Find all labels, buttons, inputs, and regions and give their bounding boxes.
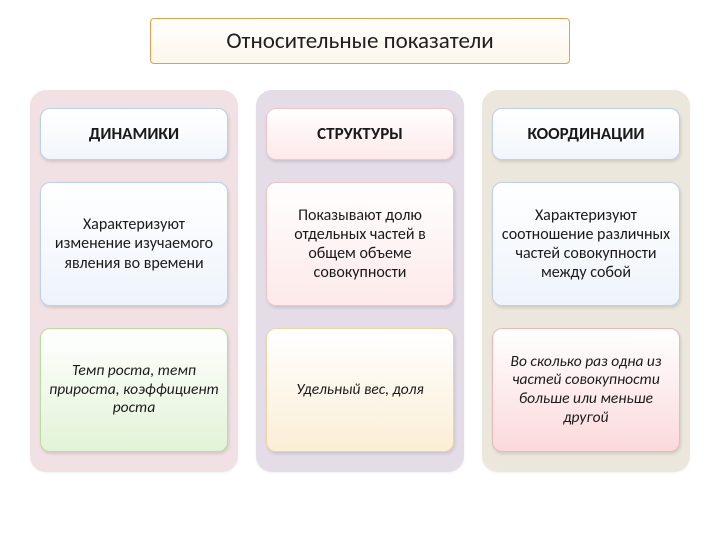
example-structure: Удельный вес, доля xyxy=(266,328,454,452)
column-structure: СТРУКТУРЫ Показывают долю отдельных част… xyxy=(256,90,464,472)
header-coordination: КООРДИНАЦИИ xyxy=(492,108,680,160)
header-dynamics: ДИНАМИКИ xyxy=(40,108,228,160)
desc-structure: Показывают долю отдельных частей в общем… xyxy=(266,182,454,306)
desc-coordination: Характеризуют соотношение различных част… xyxy=(492,182,680,306)
page-title: Относительные показатели xyxy=(150,18,570,64)
example-coordination: Во сколько раз одна из частей совокупнос… xyxy=(492,328,680,452)
column-dynamics: ДИНАМИКИ Характеризуют изменение изучаем… xyxy=(30,90,238,472)
column-coordination: КООРДИНАЦИИ Характеризуют соотношение ра… xyxy=(482,90,690,472)
desc-dynamics: Характеризуют изменение изучаемого явлен… xyxy=(40,182,228,306)
header-structure: СТРУКТУРЫ xyxy=(266,108,454,160)
columns-container: ДИНАМИКИ Характеризуют изменение изучаем… xyxy=(30,90,690,472)
example-dynamics: Темп роста, темп прироста, коэффициент р… xyxy=(40,328,228,452)
